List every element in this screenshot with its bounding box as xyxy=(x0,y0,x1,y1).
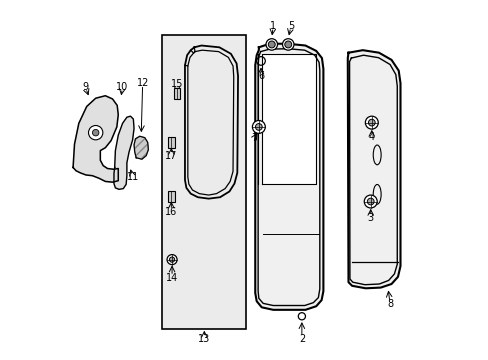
Text: 7: 7 xyxy=(251,133,257,143)
Bar xyxy=(162,35,246,329)
Circle shape xyxy=(366,198,373,205)
Text: 9: 9 xyxy=(82,82,88,92)
Circle shape xyxy=(88,126,102,140)
Circle shape xyxy=(365,116,378,129)
Text: 11: 11 xyxy=(126,172,139,182)
Bar xyxy=(168,191,174,202)
Circle shape xyxy=(255,123,262,130)
Text: 10: 10 xyxy=(116,82,128,92)
Polygon shape xyxy=(114,116,134,189)
Circle shape xyxy=(169,257,174,262)
Circle shape xyxy=(284,41,291,48)
Text: 12: 12 xyxy=(136,78,148,88)
Text: 8: 8 xyxy=(386,299,392,309)
Text: 15: 15 xyxy=(170,79,183,89)
Text: 5: 5 xyxy=(287,21,294,31)
Text: 6: 6 xyxy=(257,71,264,81)
Polygon shape xyxy=(347,50,400,288)
Polygon shape xyxy=(255,44,323,310)
Text: 2: 2 xyxy=(298,333,305,343)
Text: 17: 17 xyxy=(165,150,177,161)
Circle shape xyxy=(268,41,275,48)
Circle shape xyxy=(92,130,99,136)
Circle shape xyxy=(282,39,293,50)
Polygon shape xyxy=(73,96,118,182)
Bar xyxy=(174,88,180,99)
Circle shape xyxy=(364,195,376,208)
Circle shape xyxy=(265,39,277,50)
Text: 13: 13 xyxy=(198,333,210,343)
Polygon shape xyxy=(134,136,148,159)
Text: 16: 16 xyxy=(165,207,177,217)
Polygon shape xyxy=(261,54,316,184)
Text: 4: 4 xyxy=(368,132,374,142)
Bar xyxy=(168,137,174,148)
Text: 1: 1 xyxy=(269,21,276,31)
Text: 14: 14 xyxy=(165,273,178,283)
Circle shape xyxy=(367,119,374,126)
Text: 3: 3 xyxy=(367,213,373,222)
Circle shape xyxy=(252,121,265,134)
Circle shape xyxy=(167,255,177,265)
